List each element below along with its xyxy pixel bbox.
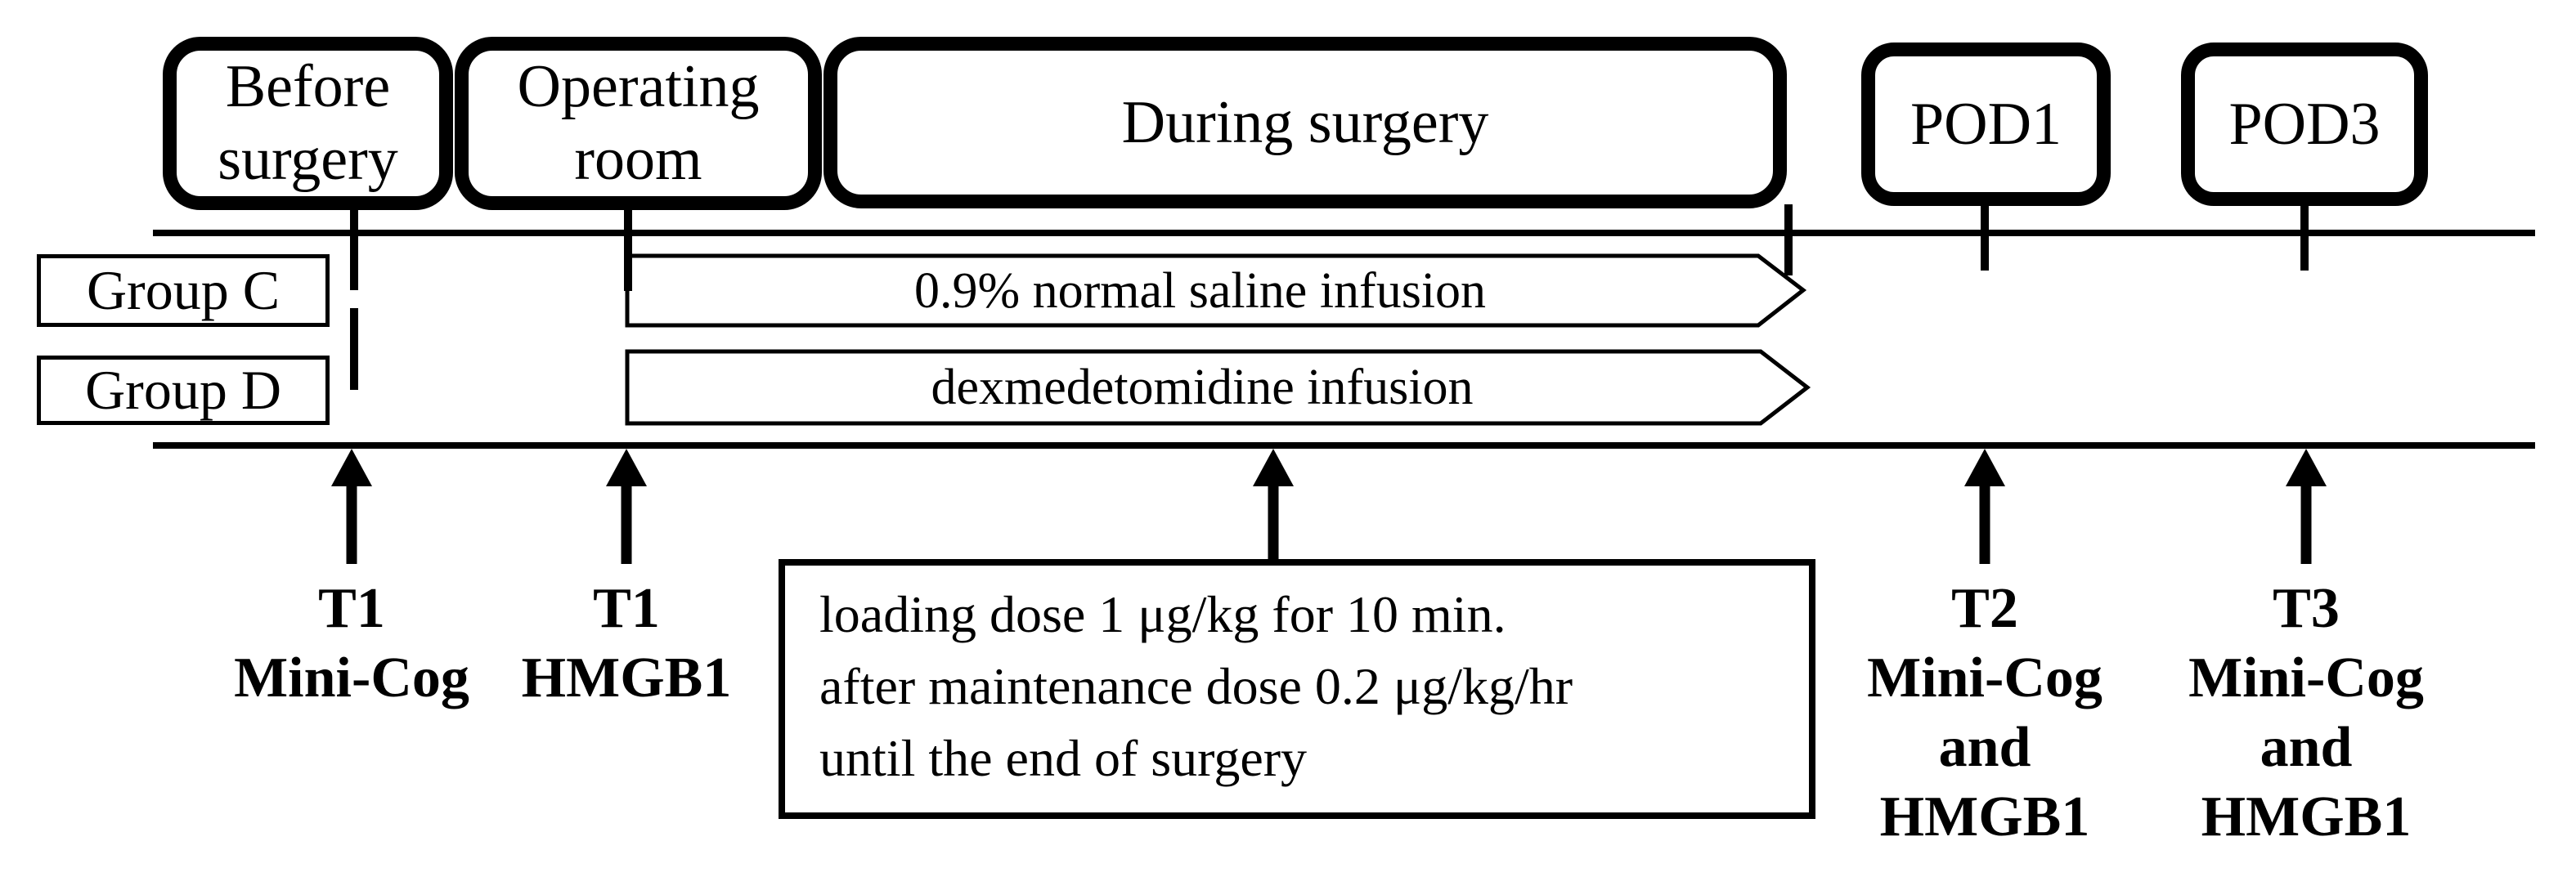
group-c-label-box: Group C (37, 254, 330, 327)
phase-box-before-surgery: Before surgery (163, 37, 453, 210)
timepoint-t1-minicog: T1 Mini-Cog (234, 577, 469, 709)
timepoint-t1-hmgb1: T1 HMGB1 (521, 577, 732, 709)
timepoint-t2: T2 Mini-Cog and HMGB1 (1867, 577, 2103, 848)
phase-box-pod1: POD1 (1861, 43, 2111, 206)
phase-box-operating-room: Operating room (455, 37, 822, 210)
group-d-label-box: Group D (37, 356, 330, 425)
up-arrow-loading-dose (1253, 449, 1294, 559)
phase-box-during-surgery: During surgery (824, 37, 1787, 208)
phase-box-pod3: POD3 (2181, 43, 2428, 206)
up-arrow-t1-hmgb1 (606, 449, 647, 564)
dexmedetomidine-infusion-arrow-shape (625, 349, 1811, 426)
dose-note-box: loading dose 1 μg/kg for 10 min. after m… (779, 559, 1815, 819)
saline-infusion-arrow-shape (625, 253, 1807, 328)
up-arrow-t3 (2286, 449, 2327, 564)
up-arrow-t2 (1964, 449, 2005, 564)
saline-infusion-label: 0.9% normal saline infusion (913, 262, 1487, 319)
timepoint-t3: T3 Mini-Cog and HMGB1 (2188, 577, 2424, 848)
up-arrow-t1-minicog (331, 449, 372, 564)
dexmedetomidine-infusion-label: dexmedetomidine infusion (931, 359, 1474, 415)
